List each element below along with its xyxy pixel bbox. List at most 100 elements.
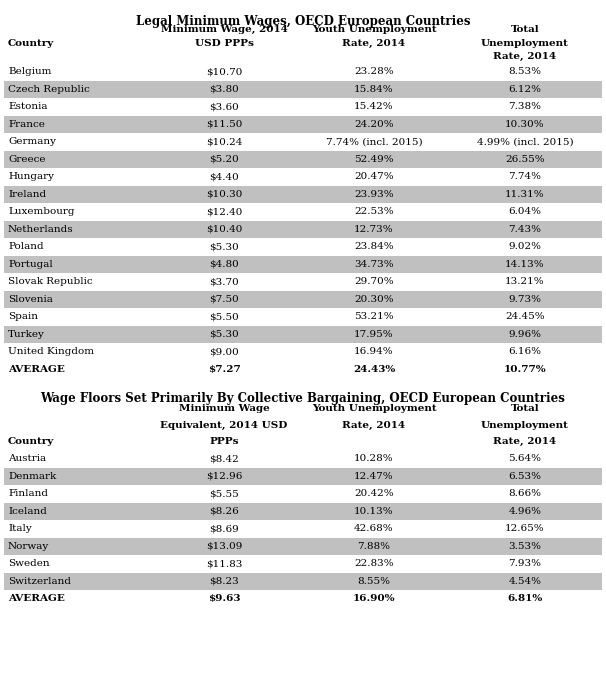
- Bar: [4, 273, 602, 291]
- Bar: [4, 98, 602, 116]
- Text: 16.90%: 16.90%: [353, 595, 395, 603]
- Text: 23.28%: 23.28%: [354, 67, 394, 76]
- Text: 8.53%: 8.53%: [508, 67, 542, 76]
- Text: Rate, 2014: Rate, 2014: [493, 52, 556, 61]
- Text: $5.30: $5.30: [209, 243, 239, 251]
- Text: Germany: Germany: [8, 137, 56, 146]
- Text: Austria: Austria: [8, 454, 46, 464]
- Text: $7.50: $7.50: [209, 295, 239, 304]
- Text: 10.13%: 10.13%: [354, 507, 394, 516]
- Text: AVERAGE: AVERAGE: [8, 595, 65, 603]
- Text: 20.30%: 20.30%: [354, 295, 394, 304]
- Text: $13.09: $13.09: [206, 542, 242, 551]
- Text: AVERAGE: AVERAGE: [8, 365, 65, 374]
- Text: $4.40: $4.40: [209, 172, 239, 181]
- Bar: [4, 590, 602, 608]
- Text: 24.20%: 24.20%: [354, 120, 394, 129]
- Text: Belgium: Belgium: [8, 67, 52, 76]
- Text: $3.80: $3.80: [209, 85, 239, 94]
- Text: 4.96%: 4.96%: [508, 507, 542, 516]
- Text: Sweden: Sweden: [8, 559, 50, 568]
- Text: 6.16%: 6.16%: [508, 347, 542, 356]
- Text: 4.54%: 4.54%: [508, 576, 542, 585]
- Bar: [4, 450, 602, 468]
- Text: 3.53%: 3.53%: [508, 542, 542, 551]
- Bar: [4, 343, 602, 360]
- Text: 24.43%: 24.43%: [353, 365, 395, 374]
- Text: Youth Unemployment: Youth Unemployment: [311, 404, 436, 413]
- Text: $9.00: $9.00: [209, 347, 239, 356]
- Text: $5.30: $5.30: [209, 330, 239, 339]
- Text: 42.68%: 42.68%: [354, 524, 394, 533]
- Text: 22.53%: 22.53%: [354, 207, 394, 216]
- Text: Switzerland: Switzerland: [8, 576, 71, 585]
- Text: Iceland: Iceland: [8, 507, 47, 516]
- Text: 9.73%: 9.73%: [508, 295, 542, 304]
- Bar: [4, 220, 602, 238]
- Text: Ireland: Ireland: [8, 190, 46, 199]
- Text: Portugal: Portugal: [8, 260, 53, 269]
- Text: $7.27: $7.27: [208, 365, 241, 374]
- Bar: [4, 238, 602, 256]
- Text: Luxembourg: Luxembourg: [8, 207, 75, 216]
- Text: $10.40: $10.40: [206, 224, 242, 233]
- Bar: [4, 291, 602, 308]
- Text: 16.94%: 16.94%: [354, 347, 394, 356]
- Text: 26.55%: 26.55%: [505, 155, 545, 164]
- Text: Wage Floors Set Primarily By Collective Bargaining, OECD European Countries: Wage Floors Set Primarily By Collective …: [41, 392, 565, 405]
- Text: Spain: Spain: [8, 312, 38, 321]
- Bar: [4, 80, 602, 98]
- Text: 20.47%: 20.47%: [354, 172, 394, 181]
- Text: Rate, 2014: Rate, 2014: [493, 437, 556, 446]
- Text: $3.70: $3.70: [209, 277, 239, 286]
- Text: Finland: Finland: [8, 489, 48, 498]
- Text: 53.21%: 53.21%: [354, 312, 394, 321]
- Text: $8.26: $8.26: [209, 507, 239, 516]
- Text: 15.84%: 15.84%: [354, 85, 394, 94]
- Text: Rate, 2014: Rate, 2014: [342, 38, 405, 47]
- Text: 13.21%: 13.21%: [505, 277, 545, 286]
- Bar: [4, 325, 602, 343]
- Text: $8.23: $8.23: [209, 576, 239, 585]
- Text: Equivalent, 2014 USD: Equivalent, 2014 USD: [161, 420, 288, 429]
- Text: $12.40: $12.40: [206, 207, 242, 216]
- Text: 24.45%: 24.45%: [505, 312, 545, 321]
- Text: 15.42%: 15.42%: [354, 102, 394, 112]
- Text: 6.81%: 6.81%: [507, 595, 542, 603]
- Bar: [4, 555, 602, 572]
- Text: 6.04%: 6.04%: [508, 207, 542, 216]
- Bar: [4, 168, 602, 185]
- Text: 7.88%: 7.88%: [358, 542, 390, 551]
- Text: 7.38%: 7.38%: [508, 102, 542, 112]
- Text: 8.55%: 8.55%: [358, 576, 390, 585]
- Text: 9.02%: 9.02%: [508, 243, 542, 251]
- Text: 34.73%: 34.73%: [354, 260, 394, 269]
- Text: Italy: Italy: [8, 524, 32, 533]
- Text: $11.83: $11.83: [206, 559, 242, 568]
- Text: $10.70: $10.70: [206, 67, 242, 76]
- Text: Minimum Wage, 2014: Minimum Wage, 2014: [161, 25, 287, 34]
- Bar: [4, 503, 602, 520]
- Text: 12.73%: 12.73%: [354, 224, 394, 233]
- Text: 7.43%: 7.43%: [508, 224, 542, 233]
- Text: 5.64%: 5.64%: [508, 454, 542, 464]
- Bar: [4, 116, 602, 133]
- Text: 22.83%: 22.83%: [354, 559, 394, 568]
- Bar: [4, 151, 602, 168]
- Text: 17.95%: 17.95%: [354, 330, 394, 339]
- Text: Slovenia: Slovenia: [8, 295, 53, 304]
- Bar: [4, 572, 602, 590]
- Text: 14.13%: 14.13%: [505, 260, 545, 269]
- Text: 7.74% (incl. 2015): 7.74% (incl. 2015): [325, 137, 422, 146]
- Text: 52.49%: 52.49%: [354, 155, 394, 164]
- Text: $8.69: $8.69: [209, 524, 239, 533]
- Text: Total: Total: [511, 404, 539, 413]
- Text: $9.63: $9.63: [208, 595, 240, 603]
- Bar: [4, 308, 602, 325]
- Text: $3.60: $3.60: [209, 102, 239, 112]
- Text: 9.96%: 9.96%: [508, 330, 542, 339]
- Text: Unemployment: Unemployment: [481, 420, 569, 429]
- Text: Minimum Wage: Minimum Wage: [179, 404, 270, 413]
- Bar: [4, 520, 602, 537]
- Text: 6.12%: 6.12%: [508, 85, 542, 94]
